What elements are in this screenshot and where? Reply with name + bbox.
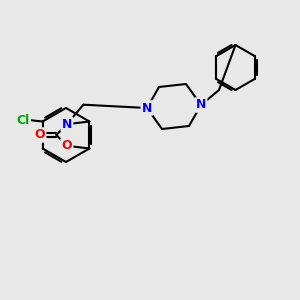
Text: O: O <box>61 139 72 152</box>
Text: N: N <box>142 101 152 115</box>
Text: N: N <box>196 98 206 112</box>
Text: N: N <box>62 118 72 131</box>
Text: Cl: Cl <box>16 113 30 127</box>
Text: O: O <box>34 128 45 142</box>
